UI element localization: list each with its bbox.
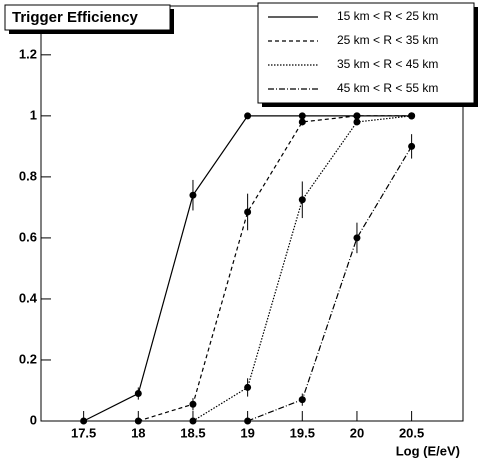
y-tick-label: 1.2 [19,46,37,61]
x-tick-label: 20 [350,425,364,440]
y-tick-label: 0 [30,412,37,427]
series-line [192,115,412,422]
data-point [353,118,361,126]
y-tick-label: 0.8 [19,168,37,183]
x-tick-label: 18.5 [180,425,205,440]
y-tick-label: 0.2 [19,351,37,366]
x-tick-label: 17.5 [71,425,96,440]
y-tick-label: 1 [30,107,37,122]
series-line [83,115,412,422]
data-point [408,142,416,150]
y-tick-label: 0.6 [19,229,37,244]
legend-box [257,2,475,104]
data-point [244,383,252,391]
legend-label: 35 km < R < 45 km [337,57,438,71]
plot-frame [40,5,464,422]
data-point [244,112,252,120]
data-point [298,112,306,120]
data-point [298,196,306,204]
data-point [244,417,252,425]
x-tick-label: 19 [240,425,254,440]
data-point [408,112,416,120]
x-axis-label: Log (E/eV) [396,443,460,458]
data-point [80,417,88,425]
data-point [298,396,306,404]
x-tick-label: 20.5 [399,425,424,440]
chart-title: Trigger Efficiency [12,9,139,26]
legend-label: 45 km < R < 55 km [337,81,438,95]
title-box [4,4,171,31]
data-point [134,390,142,398]
data-point [189,417,197,425]
legend-label: 15 km < R < 25 km [337,9,438,23]
series-line [138,115,412,422]
legend-label: 25 km < R < 35 km [337,33,438,47]
x-tick-label: 18 [131,425,145,440]
data-point [244,208,252,216]
data-point [189,400,197,408]
series-line [247,146,413,422]
x-tick-label: 19.5 [290,425,315,440]
data-point [189,191,197,199]
data-point [353,234,361,242]
y-tick-label: 0.4 [19,290,38,305]
data-point [134,417,142,425]
data-point [353,112,361,120]
data-point [298,118,306,126]
